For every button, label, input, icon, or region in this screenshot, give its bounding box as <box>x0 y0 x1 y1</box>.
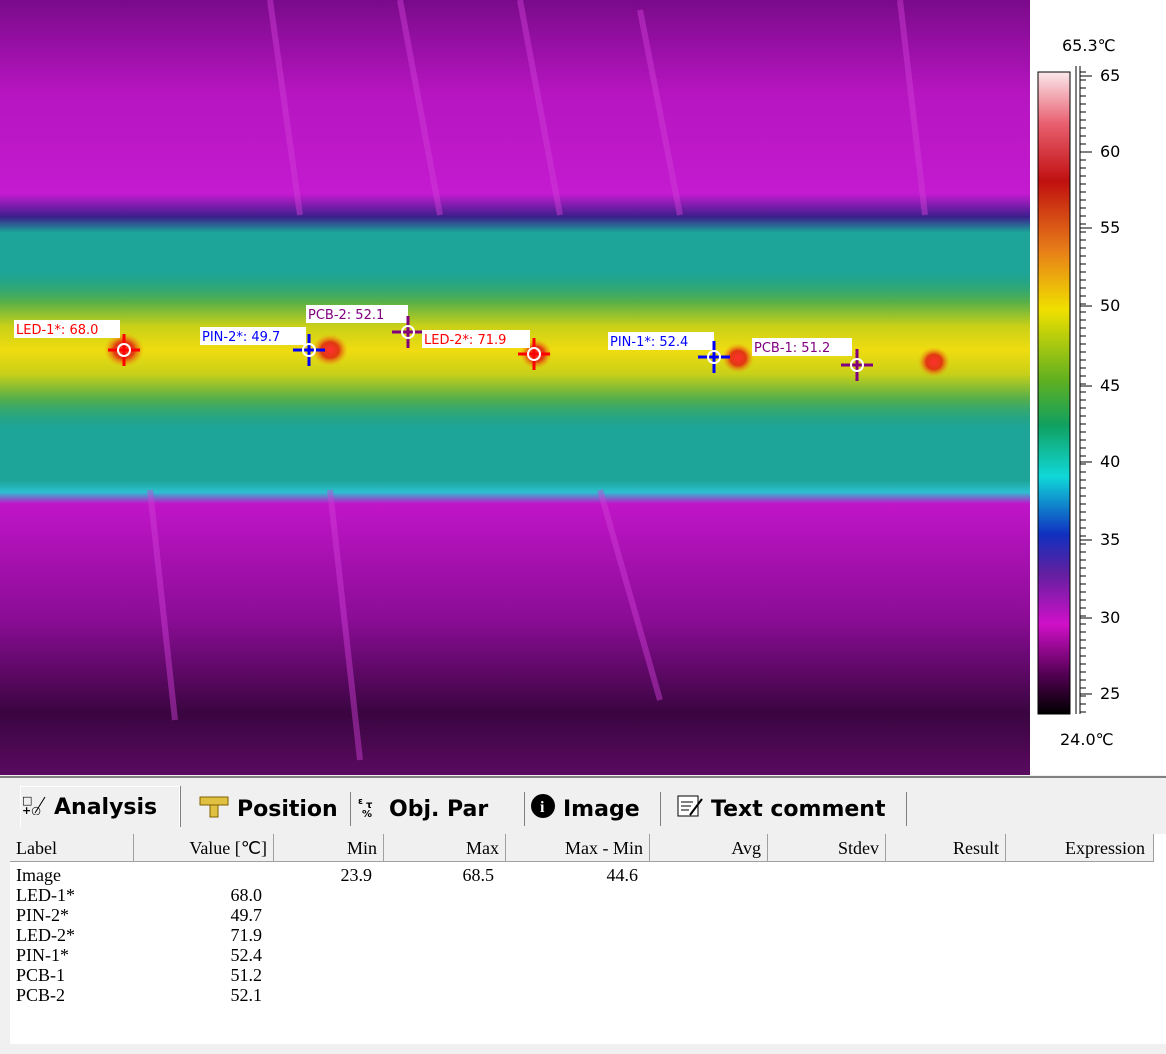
thermal-image[interactable]: LED-1*: 68.0 PIN-2*: 49.7 PCB-2: 52.1 LED-2… <box>0 0 1030 775</box>
tab-position-label: Position <box>237 796 338 822</box>
svg-text:%: % <box>362 809 372 818</box>
header-max-min[interactable]: Max - Min <box>506 834 650 862</box>
tab-image[interactable]: i Image <box>530 792 661 826</box>
cell-range: 44.6 <box>606 865 639 885</box>
spot-label: PIN-1*: 52.4 <box>610 335 688 350</box>
cell-value: 68.0 <box>230 885 263 905</box>
colorbar-min-label: 24.0℃ <box>1060 730 1114 749</box>
colorbar-tick-label: 30 <box>1100 608 1121 627</box>
svg-text:□: □ <box>22 794 32 807</box>
tab-analysis[interactable]: □ +○ Analysis <box>20 786 180 827</box>
spot-marker[interactable]: PCB-2: 52.1 <box>306 305 424 348</box>
cell-label: PCB-1 <box>16 965 66 985</box>
spot-label: PCB-1: 51.2 <box>754 341 830 356</box>
crosshair-ring <box>850 358 864 372</box>
colorbar-tick-label: 60 <box>1100 142 1121 161</box>
colorbar-tick-label: 50 <box>1100 296 1121 315</box>
analysis-table: Label Value [℃] Min Max Max - Min Avg St… <box>10 834 1166 1044</box>
cell-value: 52.4 <box>230 945 263 965</box>
cell-max: 68.5 <box>462 865 495 885</box>
spot-marker[interactable]: PCB-1: 51.2 <box>752 338 873 381</box>
cell-label: PIN-1* <box>16 945 69 965</box>
header-min[interactable]: Min <box>274 834 384 862</box>
colorbar-tick-label: 40 <box>1100 452 1121 471</box>
cell-label: LED-1* <box>16 885 75 905</box>
position-icon <box>198 793 230 825</box>
header-expression[interactable]: Expression <box>1006 834 1154 862</box>
spot-label: LED-2*: 71.9 <box>424 333 506 348</box>
crosshair-ring <box>707 350 721 364</box>
colorbar-max-label: 65.3℃ <box>1062 36 1116 55</box>
tab-text-comment-label: Text comment <box>711 796 886 822</box>
colorbar-tick-label: 55 <box>1100 218 1121 237</box>
tab-image-label: Image <box>563 796 640 822</box>
crosshair-ring <box>302 343 316 357</box>
crosshair-ring <box>527 347 541 361</box>
object-parameters-icon: ε τ% <box>356 794 382 824</box>
analysis-icon: □ +○ <box>21 793 47 821</box>
header-stdev[interactable]: Stdev <box>768 834 886 862</box>
tab-obj-par-label: Obj. Par <box>389 796 489 822</box>
spot-label: LED-1*: 68.0 <box>16 323 98 338</box>
crosshair-ring <box>117 343 131 357</box>
header-label[interactable]: Label <box>10 834 134 862</box>
spot-label-bg <box>608 332 714 350</box>
tab-bar: □ +○ Analysis Position ε τ% Obj. Par i Ima… <box>0 776 1166 828</box>
cell-label: LED-2* <box>16 925 75 945</box>
spot-marker[interactable]: PIN-2*: 49.7 <box>200 327 325 366</box>
spot-marker[interactable]: LED-1*: 68.0 <box>14 320 140 366</box>
cell-min: 23.9 <box>340 865 373 885</box>
header-max[interactable]: Max <box>384 834 506 862</box>
spot-label: PIN-2*: 49.7 <box>202 330 280 345</box>
svg-text:ε: ε <box>358 797 363 807</box>
header-value[interactable]: Value [℃] <box>134 834 274 862</box>
color-scale <box>1037 66 1092 715</box>
cell-label: Image <box>16 865 61 885</box>
tab-analysis-label: Analysis <box>54 794 158 820</box>
spot-label: PCB-2: 52.1 <box>308 308 384 323</box>
spot-label-bg <box>14 320 120 338</box>
svg-text:i: i <box>540 799 545 816</box>
cell-value: 71.9 <box>230 925 263 945</box>
thermal-view: LED-1*: 68.0 PIN-2*: 49.7 PCB-2: 52.1 LED-2… <box>0 0 1166 775</box>
tab-position[interactable]: Position <box>198 792 351 826</box>
spot-label-bg <box>752 338 852 356</box>
spot-label-bg <box>200 327 306 345</box>
tab-text-comment[interactable]: Text comment <box>676 792 907 826</box>
spot-label-bg <box>422 330 530 348</box>
colorbar-gradient <box>1037 71 1071 715</box>
info-icon: i <box>530 793 556 825</box>
text-comment-icon <box>676 793 704 825</box>
spot-label-bg <box>306 305 408 323</box>
colorbar-tick-label: 65 <box>1100 66 1121 85</box>
cell-value: 51.2 <box>230 965 263 985</box>
cell-label: PIN-2* <box>16 905 69 925</box>
svg-text:τ: τ <box>366 800 373 811</box>
colorbar-tick-label: 45 <box>1100 376 1121 395</box>
cell-label: PCB-2 <box>16 985 66 1005</box>
colorbar-tick-label: 35 <box>1100 530 1121 549</box>
spot-marker[interactable]: LED-2*: 71.9 <box>422 330 550 370</box>
header-result[interactable]: Result <box>886 834 1006 862</box>
header-avg[interactable]: Avg <box>650 834 768 862</box>
cell-value: 52.1 <box>230 985 263 1005</box>
colorbar-tick-label: 25 <box>1100 684 1121 703</box>
crosshair-ring <box>401 325 415 339</box>
spot-marker[interactable]: PIN-1*: 52.4 <box>608 332 730 373</box>
tab-obj-par[interactable]: ε τ% Obj. Par <box>356 792 525 826</box>
svg-text:+○: +○ <box>22 804 41 815</box>
cell-value: 49.7 <box>230 905 263 925</box>
